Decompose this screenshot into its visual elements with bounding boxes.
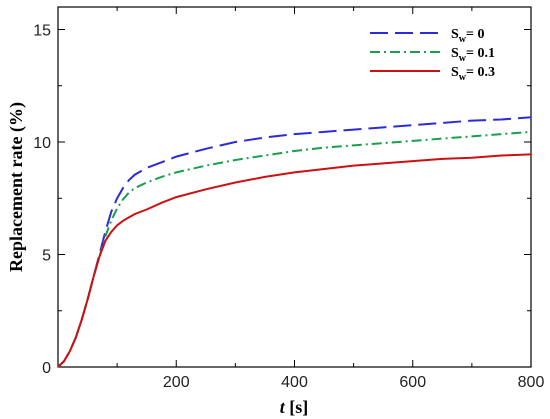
- y-axis-title: Replacement rate (%): [6, 102, 27, 272]
- y-tick-label: 15: [33, 23, 51, 40]
- series-line-2: [57, 153, 532, 368]
- series-layer: [57, 116, 532, 368]
- legend-label-sw-0: Sw= 0: [451, 27, 485, 45]
- y-tick-label: 5: [42, 248, 51, 265]
- x-tick-label: 800: [518, 374, 545, 391]
- series-line-0: [57, 116, 532, 368]
- legend-label-sw-0.3: Sw= 0.3: [451, 65, 495, 83]
- legend: Sw= 0 Sw= 0.1 Sw= 0.3: [370, 27, 495, 83]
- x-axis-title: t [s]: [280, 397, 309, 417]
- x-axis-title-variable: t: [280, 397, 286, 417]
- x-axis-title-unit: [s]: [285, 397, 309, 417]
- y-tick-label: 10: [33, 135, 51, 152]
- x-tick-label: 600: [399, 374, 426, 391]
- legend-label-sw-0.1: Sw= 0.1: [451, 46, 495, 64]
- x-tick-label: 400: [281, 374, 308, 391]
- series-line-1: [57, 130, 532, 368]
- axis-ticks: 200 400 600 800 0 5 10 15: [33, 7, 544, 391]
- x-tick-label: 200: [163, 374, 190, 391]
- y-tick-label: 0: [42, 360, 51, 377]
